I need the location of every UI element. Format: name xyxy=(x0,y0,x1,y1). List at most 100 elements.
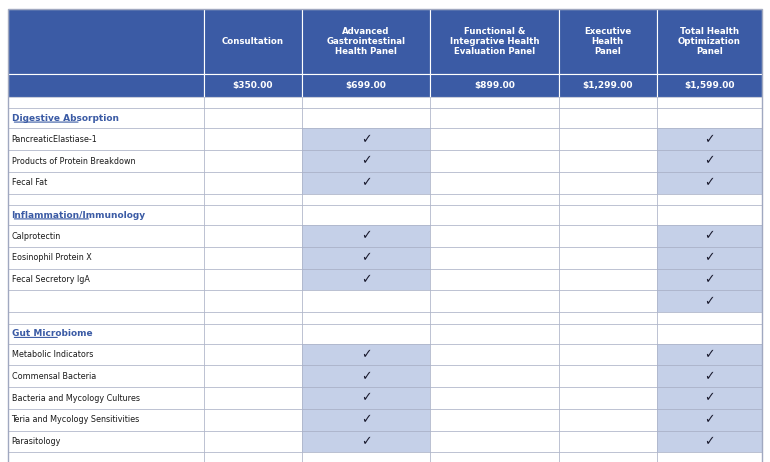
Bar xyxy=(204,344,302,365)
Bar xyxy=(204,324,302,344)
Bar xyxy=(657,150,762,172)
Bar xyxy=(558,312,657,324)
Bar xyxy=(204,97,302,109)
Bar xyxy=(8,365,204,387)
Text: ✓: ✓ xyxy=(705,435,715,448)
Bar xyxy=(204,9,302,74)
Bar xyxy=(430,172,558,194)
Text: ✓: ✓ xyxy=(361,435,371,448)
Bar xyxy=(8,452,204,462)
Bar xyxy=(558,291,657,312)
Bar xyxy=(430,344,558,365)
Text: ✓: ✓ xyxy=(705,392,715,405)
Text: Digestive Absorption: Digestive Absorption xyxy=(12,114,119,123)
Bar xyxy=(430,365,558,387)
Text: Calprotectin: Calprotectin xyxy=(12,231,61,241)
Bar xyxy=(204,431,302,452)
Text: ✓: ✓ xyxy=(705,133,715,146)
Bar xyxy=(430,409,558,431)
Bar xyxy=(8,324,204,344)
Text: ✓: ✓ xyxy=(705,273,715,286)
Bar xyxy=(558,225,657,247)
Bar xyxy=(558,205,657,225)
Text: ✓: ✓ xyxy=(705,230,715,243)
Bar xyxy=(8,150,204,172)
Bar xyxy=(558,74,657,97)
Bar xyxy=(558,269,657,291)
Bar xyxy=(657,225,762,247)
Bar xyxy=(430,247,558,269)
Bar xyxy=(302,312,430,324)
Bar xyxy=(8,128,204,150)
Bar xyxy=(302,269,430,291)
Bar xyxy=(302,452,430,462)
Bar xyxy=(430,205,558,225)
Bar xyxy=(558,9,657,74)
Bar xyxy=(558,247,657,269)
Bar xyxy=(302,409,430,431)
Bar xyxy=(558,97,657,109)
Text: Products of Protein Breakdown: Products of Protein Breakdown xyxy=(12,157,135,165)
Bar xyxy=(302,324,430,344)
Bar xyxy=(204,409,302,431)
Bar xyxy=(302,9,430,74)
Bar xyxy=(204,194,302,205)
Bar xyxy=(558,194,657,205)
Bar xyxy=(657,291,762,312)
Text: ✓: ✓ xyxy=(705,154,715,168)
Bar xyxy=(204,205,302,225)
Bar xyxy=(204,387,302,409)
Text: PancreaticElastiase-1: PancreaticElastiase-1 xyxy=(12,135,97,144)
Bar xyxy=(558,431,657,452)
Text: Metabolic Indicators: Metabolic Indicators xyxy=(12,350,93,359)
Bar xyxy=(558,365,657,387)
Bar xyxy=(204,312,302,324)
Bar xyxy=(657,97,762,109)
Bar xyxy=(657,205,762,225)
Bar xyxy=(8,409,204,431)
Bar xyxy=(657,109,762,128)
Bar xyxy=(657,9,762,74)
Bar xyxy=(204,74,302,97)
Bar xyxy=(430,452,558,462)
Bar xyxy=(8,247,204,269)
Bar xyxy=(430,387,558,409)
Bar xyxy=(430,109,558,128)
Bar xyxy=(430,431,558,452)
Bar xyxy=(302,431,430,452)
Bar xyxy=(204,452,302,462)
Bar xyxy=(8,312,204,324)
Bar xyxy=(204,247,302,269)
Text: Gut Microbiome: Gut Microbiome xyxy=(12,329,92,338)
Bar xyxy=(204,291,302,312)
Bar xyxy=(558,324,657,344)
Bar xyxy=(558,452,657,462)
Text: ✓: ✓ xyxy=(705,295,715,308)
Bar xyxy=(302,128,430,150)
Text: Parasitology: Parasitology xyxy=(12,437,61,446)
Bar xyxy=(8,172,204,194)
Bar xyxy=(430,74,558,97)
Text: ✓: ✓ xyxy=(361,348,371,361)
Text: ✓: ✓ xyxy=(705,370,715,383)
Bar xyxy=(302,172,430,194)
Bar xyxy=(204,128,302,150)
Bar xyxy=(430,225,558,247)
Bar xyxy=(657,74,762,97)
Bar xyxy=(657,452,762,462)
Bar xyxy=(430,291,558,312)
Bar xyxy=(302,387,430,409)
Text: ✓: ✓ xyxy=(361,370,371,383)
Text: Eosinophil Protein X: Eosinophil Protein X xyxy=(12,253,92,262)
Bar xyxy=(657,387,762,409)
Text: Fecal Secretory IgA: Fecal Secretory IgA xyxy=(12,275,89,284)
Bar xyxy=(302,97,430,109)
Bar xyxy=(204,225,302,247)
Bar xyxy=(204,109,302,128)
Text: ✓: ✓ xyxy=(705,348,715,361)
Bar xyxy=(558,109,657,128)
Text: ✓: ✓ xyxy=(361,176,371,189)
Bar xyxy=(430,312,558,324)
Bar xyxy=(430,9,558,74)
Bar xyxy=(430,97,558,109)
